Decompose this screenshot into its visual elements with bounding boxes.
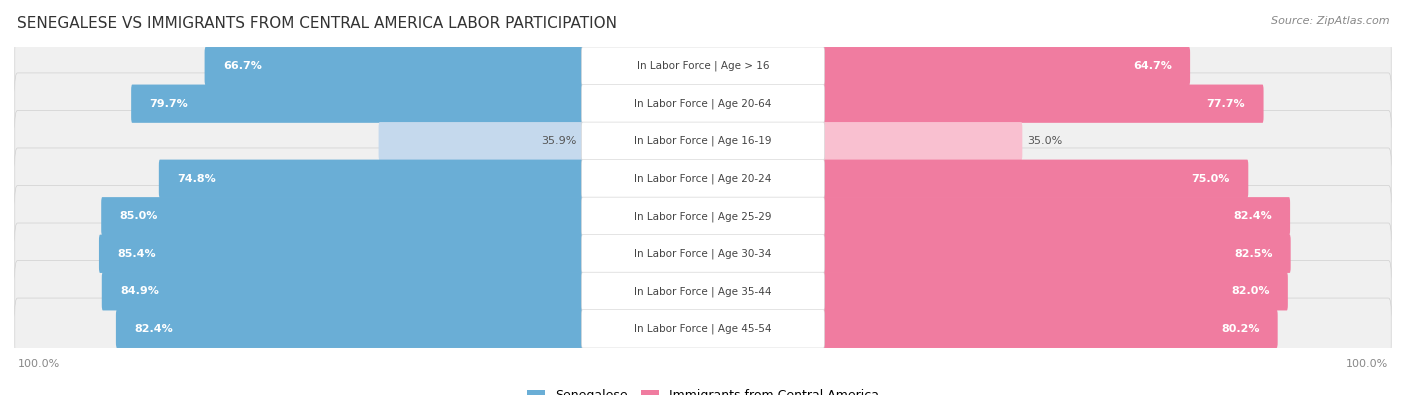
Text: In Labor Force | Age 45-54: In Labor Force | Age 45-54 (634, 324, 772, 334)
FancyBboxPatch shape (582, 235, 824, 273)
Text: 82.5%: 82.5% (1234, 249, 1272, 259)
FancyBboxPatch shape (582, 197, 824, 235)
Text: 82.0%: 82.0% (1232, 286, 1270, 296)
FancyBboxPatch shape (14, 186, 1392, 247)
Text: 74.8%: 74.8% (177, 174, 217, 184)
Text: SENEGALESE VS IMMIGRANTS FROM CENTRAL AMERICA LABOR PARTICIPATION: SENEGALESE VS IMMIGRANTS FROM CENTRAL AM… (17, 16, 617, 31)
Legend: Senegalese, Immigrants from Central America: Senegalese, Immigrants from Central Amer… (522, 384, 884, 395)
FancyBboxPatch shape (823, 310, 1278, 348)
Text: In Labor Force | Age 16-19: In Labor Force | Age 16-19 (634, 136, 772, 147)
Text: 82.4%: 82.4% (1233, 211, 1272, 221)
FancyBboxPatch shape (823, 85, 1264, 123)
Text: In Labor Force | Age > 16: In Labor Force | Age > 16 (637, 61, 769, 71)
Text: 80.2%: 80.2% (1220, 324, 1260, 334)
FancyBboxPatch shape (98, 235, 583, 273)
FancyBboxPatch shape (14, 223, 1392, 284)
FancyBboxPatch shape (582, 310, 824, 348)
FancyBboxPatch shape (14, 36, 1392, 97)
FancyBboxPatch shape (582, 122, 824, 160)
FancyBboxPatch shape (823, 160, 1249, 198)
Text: 85.0%: 85.0% (120, 211, 157, 221)
Text: 100.0%: 100.0% (1347, 359, 1389, 369)
Text: In Labor Force | Age 30-34: In Labor Force | Age 30-34 (634, 248, 772, 259)
FancyBboxPatch shape (823, 272, 1288, 310)
Text: In Labor Force | Age 20-64: In Labor Force | Age 20-64 (634, 98, 772, 109)
Text: Source: ZipAtlas.com: Source: ZipAtlas.com (1271, 16, 1389, 26)
FancyBboxPatch shape (205, 47, 583, 85)
FancyBboxPatch shape (582, 272, 824, 310)
Text: In Labor Force | Age 25-29: In Labor Force | Age 25-29 (634, 211, 772, 222)
FancyBboxPatch shape (115, 310, 583, 348)
Text: 77.7%: 77.7% (1206, 99, 1246, 109)
FancyBboxPatch shape (14, 298, 1392, 359)
FancyBboxPatch shape (101, 272, 583, 310)
FancyBboxPatch shape (14, 111, 1392, 172)
FancyBboxPatch shape (14, 261, 1392, 322)
FancyBboxPatch shape (14, 148, 1392, 209)
FancyBboxPatch shape (159, 160, 583, 198)
FancyBboxPatch shape (823, 235, 1291, 273)
FancyBboxPatch shape (823, 47, 1189, 85)
FancyBboxPatch shape (378, 122, 583, 160)
Text: 35.9%: 35.9% (541, 136, 576, 146)
Text: 84.9%: 84.9% (120, 286, 159, 296)
FancyBboxPatch shape (582, 85, 824, 123)
FancyBboxPatch shape (131, 85, 583, 123)
Text: 64.7%: 64.7% (1133, 61, 1171, 71)
FancyBboxPatch shape (823, 122, 1022, 160)
Text: 100.0%: 100.0% (17, 359, 59, 369)
FancyBboxPatch shape (823, 197, 1291, 235)
Text: 35.0%: 35.0% (1026, 136, 1062, 146)
FancyBboxPatch shape (582, 47, 824, 85)
FancyBboxPatch shape (101, 197, 583, 235)
Text: 79.7%: 79.7% (149, 99, 188, 109)
Text: 75.0%: 75.0% (1192, 174, 1230, 184)
Text: 66.7%: 66.7% (222, 61, 262, 71)
Text: 82.4%: 82.4% (134, 324, 173, 334)
FancyBboxPatch shape (582, 160, 824, 198)
FancyBboxPatch shape (14, 73, 1392, 134)
Text: In Labor Force | Age 20-24: In Labor Force | Age 20-24 (634, 173, 772, 184)
Text: In Labor Force | Age 35-44: In Labor Force | Age 35-44 (634, 286, 772, 297)
Text: 85.4%: 85.4% (117, 249, 156, 259)
